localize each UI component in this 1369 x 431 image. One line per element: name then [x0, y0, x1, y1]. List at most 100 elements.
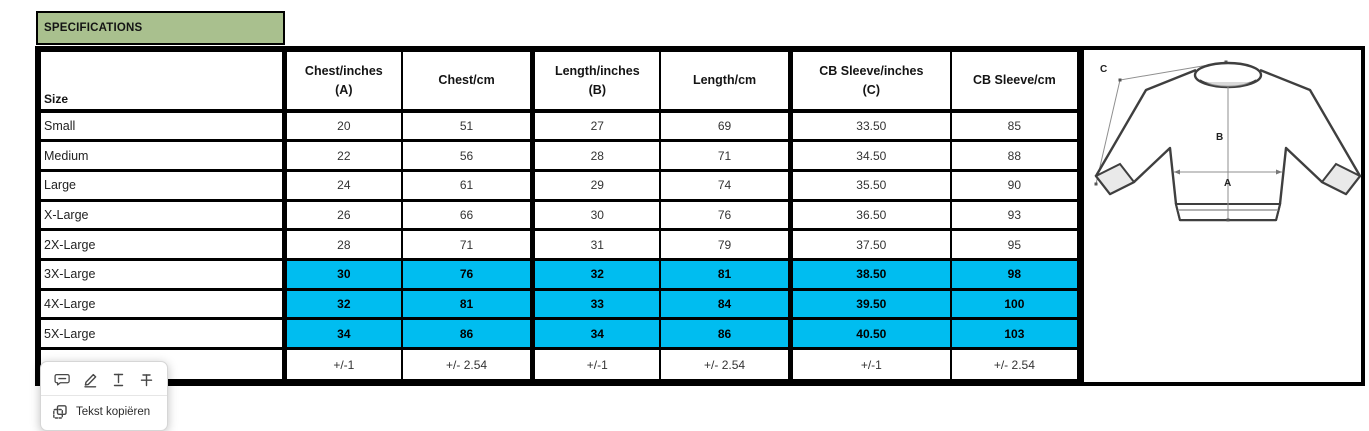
- size-label: Small: [38, 109, 286, 143]
- marker-a: A: [1224, 178, 1231, 189]
- strikethrough-text-button[interactable]: [136, 369, 156, 389]
- size-table-body: Small 20 51 27 69 33.50 85 Medium 22 56 28 71 34.50 8…: [38, 109, 1080, 382]
- marker-b: B: [1216, 132, 1223, 143]
- value-cell: 31: [530, 228, 662, 261]
- value-cell: 86: [659, 317, 792, 350]
- size-table: Size Chest/inches (A) Chest/cm Length/inches…: [38, 50, 1080, 382]
- value-cell: 98: [949, 257, 1080, 291]
- column-header: Length/inches (B): [530, 50, 662, 113]
- value-cell: +/- 2.54: [659, 347, 792, 382]
- value-cell: 27: [530, 109, 662, 143]
- pdf-page: { "colors": { "header_green": "#a9c08e",…: [35, 11, 1365, 431]
- value-cell: 26: [281, 198, 403, 232]
- size-row: 4X-Large 32 81 33 84 39.50 100: [38, 287, 1080, 321]
- size-row: 5X-Large 34 86 34 86 40.50 103: [38, 317, 1080, 350]
- value-cell: 33.50: [787, 109, 952, 143]
- specifications-label: SPECIFICATIONS: [44, 22, 143, 34]
- copy-text-label: Tekst kopiëren: [76, 406, 151, 418]
- value-cell: 32: [281, 287, 403, 321]
- value-cell: 66: [400, 198, 534, 232]
- specifications-header: SPECIFICATIONS: [36, 11, 285, 45]
- value-cell: 90: [949, 168, 1080, 202]
- value-cell: 74: [659, 168, 792, 202]
- comment-button[interactable]: [52, 369, 72, 389]
- value-cell: 76: [659, 198, 792, 232]
- column-header: CB Sleeve/cm: [949, 50, 1080, 113]
- size-label: 3X-Large: [38, 257, 286, 291]
- column-header: CB Sleeve/inches (C): [787, 50, 952, 113]
- value-cell: 24: [281, 168, 403, 202]
- value-cell: +/-1: [787, 347, 952, 382]
- value-cell: 88: [949, 139, 1080, 172]
- value-cell: 33: [530, 287, 662, 321]
- value-cell: 22: [281, 139, 403, 172]
- underline-text-icon: [113, 373, 123, 386]
- pen-icon: [83, 373, 96, 388]
- value-cell: 30: [281, 257, 403, 291]
- value-cell: 20: [281, 109, 403, 143]
- value-cell: 81: [400, 287, 534, 321]
- value-cell: 32: [530, 257, 662, 291]
- value-cell: 100: [949, 287, 1080, 321]
- value-cell: 79: [659, 228, 792, 261]
- value-cell: 56: [400, 139, 534, 172]
- column-header: Chest/cm: [400, 50, 534, 113]
- copy-icon: [53, 405, 67, 419]
- size-row: 2X-Large 28 71 31 79 37.50 95: [38, 228, 1080, 261]
- tolerance-row: +/-1 +/- 2.54 +/-1 +/- 2.54 +/-1 +/- 2.54: [38, 347, 1080, 382]
- size-row: X-Large 26 66 30 76 36.50 93: [38, 198, 1080, 232]
- value-cell: +/- 2.54: [949, 347, 1080, 382]
- value-cell: 34.50: [787, 139, 952, 172]
- value-cell: 30: [530, 198, 662, 232]
- value-cell: 85: [949, 109, 1080, 143]
- value-cell: 38.50: [787, 257, 952, 291]
- marker-c: C: [1100, 64, 1107, 75]
- value-cell: 71: [659, 139, 792, 172]
- size-label: 2X-Large: [38, 228, 286, 261]
- sweatshirt-drawing: C B A: [1094, 60, 1362, 222]
- value-cell: +/-1: [281, 347, 403, 382]
- size-spec-sheet: Size Chest/inches (A) Chest/cm Length/inches…: [35, 46, 1365, 386]
- underline-text-button[interactable]: [108, 369, 128, 389]
- value-cell: 61: [400, 168, 534, 202]
- value-cell: +/-1: [530, 347, 662, 382]
- value-cell: 103: [949, 317, 1080, 350]
- size-label: 5X-Large: [38, 317, 286, 350]
- annotation-toolbar: [41, 362, 167, 395]
- value-cell: 34: [281, 317, 403, 350]
- selection-context-menu: Tekst kopiëren: [40, 361, 168, 431]
- menu-divider: [41, 395, 167, 396]
- value-cell: 71: [400, 228, 534, 261]
- size-row: Large 24 61 29 74 35.50 90: [38, 168, 1080, 202]
- pen-button[interactable]: [80, 369, 100, 389]
- column-header-size: Size: [38, 50, 286, 113]
- value-cell: +/- 2.54: [400, 347, 534, 382]
- value-cell: 36.50: [787, 198, 952, 232]
- size-label: X-Large: [38, 198, 286, 232]
- size-label: Medium: [38, 139, 286, 172]
- column-header: Chest/inches (A): [281, 50, 403, 113]
- value-cell: 81: [659, 257, 792, 291]
- size-row: Small 20 51 27 69 33.50 85: [38, 109, 1080, 143]
- value-cell: 93: [949, 198, 1080, 232]
- size-row: 3X-Large 30 76 32 81 38.50 98: [38, 257, 1080, 291]
- value-cell: 40.50: [787, 317, 952, 350]
- value-cell: 95: [949, 228, 1080, 261]
- value-cell: 28: [530, 139, 662, 172]
- value-cell: 34: [530, 317, 662, 350]
- header-row: Size Chest/inches (A) Chest/cm Length/inches…: [38, 50, 1080, 113]
- value-cell: 35.50: [787, 168, 952, 202]
- size-label: 4X-Large: [38, 287, 286, 321]
- copy-text-button[interactable]: Tekst kopiëren: [41, 396, 167, 430]
- value-cell: 39.50: [787, 287, 952, 321]
- value-cell: 37.50: [787, 228, 952, 261]
- value-cell: 69: [659, 109, 792, 143]
- column-header: Length/cm: [659, 50, 792, 113]
- value-cell: 51: [400, 109, 534, 143]
- sweatshirt-diagram: C B A: [1079, 50, 1362, 382]
- size-label: Large: [38, 168, 286, 202]
- value-cell: 84: [659, 287, 792, 321]
- size-row: Medium 22 56 28 71 34.50 88: [38, 139, 1080, 172]
- comment-icon: [53, 373, 70, 385]
- value-cell: 76: [400, 257, 534, 291]
